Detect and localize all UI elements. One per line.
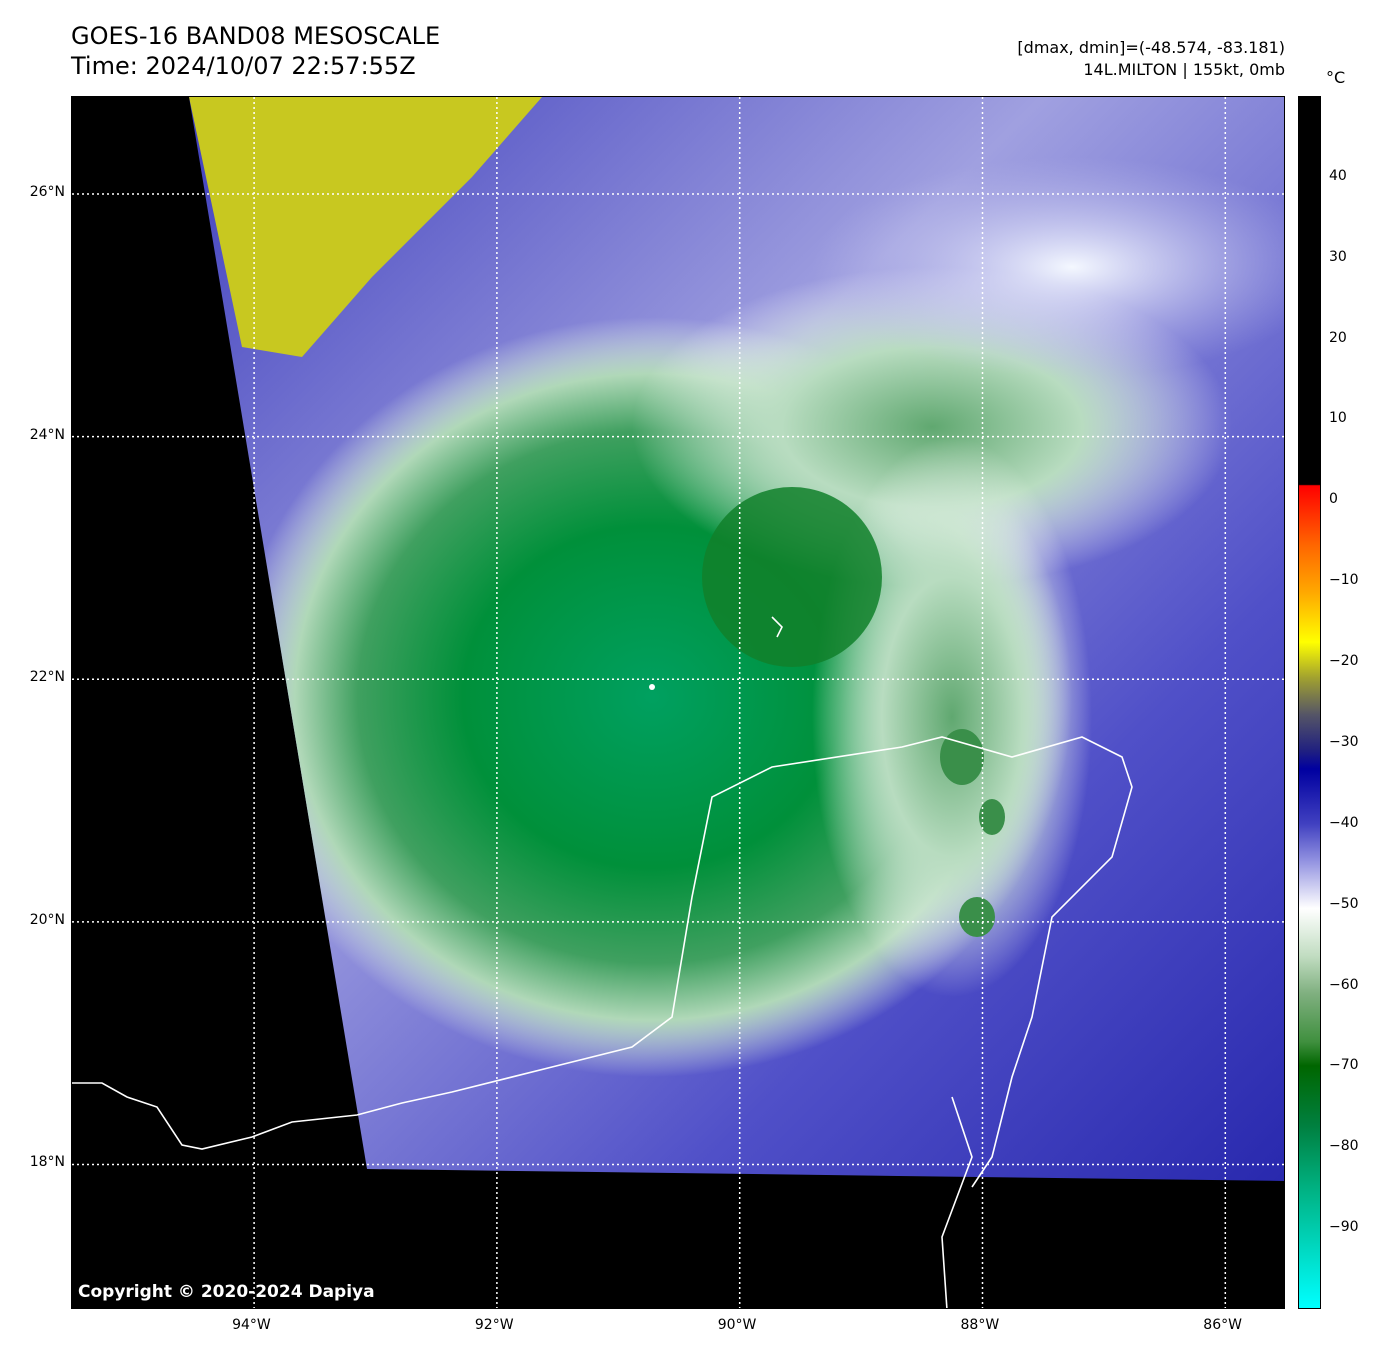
coastlines xyxy=(72,616,1133,1308)
colorbar-tick-label: −30 xyxy=(1329,733,1359,750)
lon-tick-label: 86°W xyxy=(1203,1317,1242,1333)
colorbar-tick-label: 0 xyxy=(1329,491,1338,508)
satellite-image: Copyright © 2020-2024 Dapiya xyxy=(71,96,1285,1309)
colorbar-tick-label: 30 xyxy=(1329,248,1347,265)
chart-title: GOES-16 BAND08 MESOSCALE xyxy=(71,22,441,50)
colorbar-tick-label: −20 xyxy=(1329,653,1359,670)
lat-tick-label: 18°N xyxy=(29,1154,65,1171)
storm-info: 14L.MILTON | 155kt, 0mb xyxy=(1083,60,1285,79)
colorbar-tick-label: −60 xyxy=(1329,976,1359,993)
lon-tick-label: 94°W xyxy=(232,1317,271,1333)
data-range: [dmax, dmin]=(-48.574, -83.181) xyxy=(1017,38,1285,57)
lon-tick-label: 88°W xyxy=(960,1317,1000,1333)
colorbar-unit: °C xyxy=(1326,68,1346,87)
colorbar-tick-label: −70 xyxy=(1329,1057,1359,1074)
lat-tick-label: 20°N xyxy=(29,911,65,928)
colorbar-tick-label: −10 xyxy=(1329,572,1359,589)
timestamp: Time: 2024/10/07 22:57:55Z xyxy=(71,52,416,80)
lat-tick-label: 22°N xyxy=(29,669,65,686)
copyright-text: Copyright © 2020-2024 Dapiya xyxy=(78,1282,375,1302)
colorbar xyxy=(1298,96,1321,1309)
colorbar-tick-label: −90 xyxy=(1329,1219,1359,1236)
imagery xyxy=(72,97,1284,1308)
colorbar-tick-label: 20 xyxy=(1329,329,1347,346)
colorbar-tick-label: 10 xyxy=(1329,410,1347,427)
colorbar-tick-label: 40 xyxy=(1329,167,1347,184)
lon-tick-label: 90°W xyxy=(717,1317,757,1333)
lat-tick-label: 26°N xyxy=(29,184,65,201)
colorbar-tick-label: −80 xyxy=(1329,1138,1359,1155)
lon-tick-label: 92°W xyxy=(474,1317,514,1333)
gridlines xyxy=(72,97,1284,1308)
colorbar-tick-label: −50 xyxy=(1329,895,1359,912)
lat-tick-label: 24°N xyxy=(29,426,65,443)
colorbar-tick-label: −40 xyxy=(1329,814,1359,831)
